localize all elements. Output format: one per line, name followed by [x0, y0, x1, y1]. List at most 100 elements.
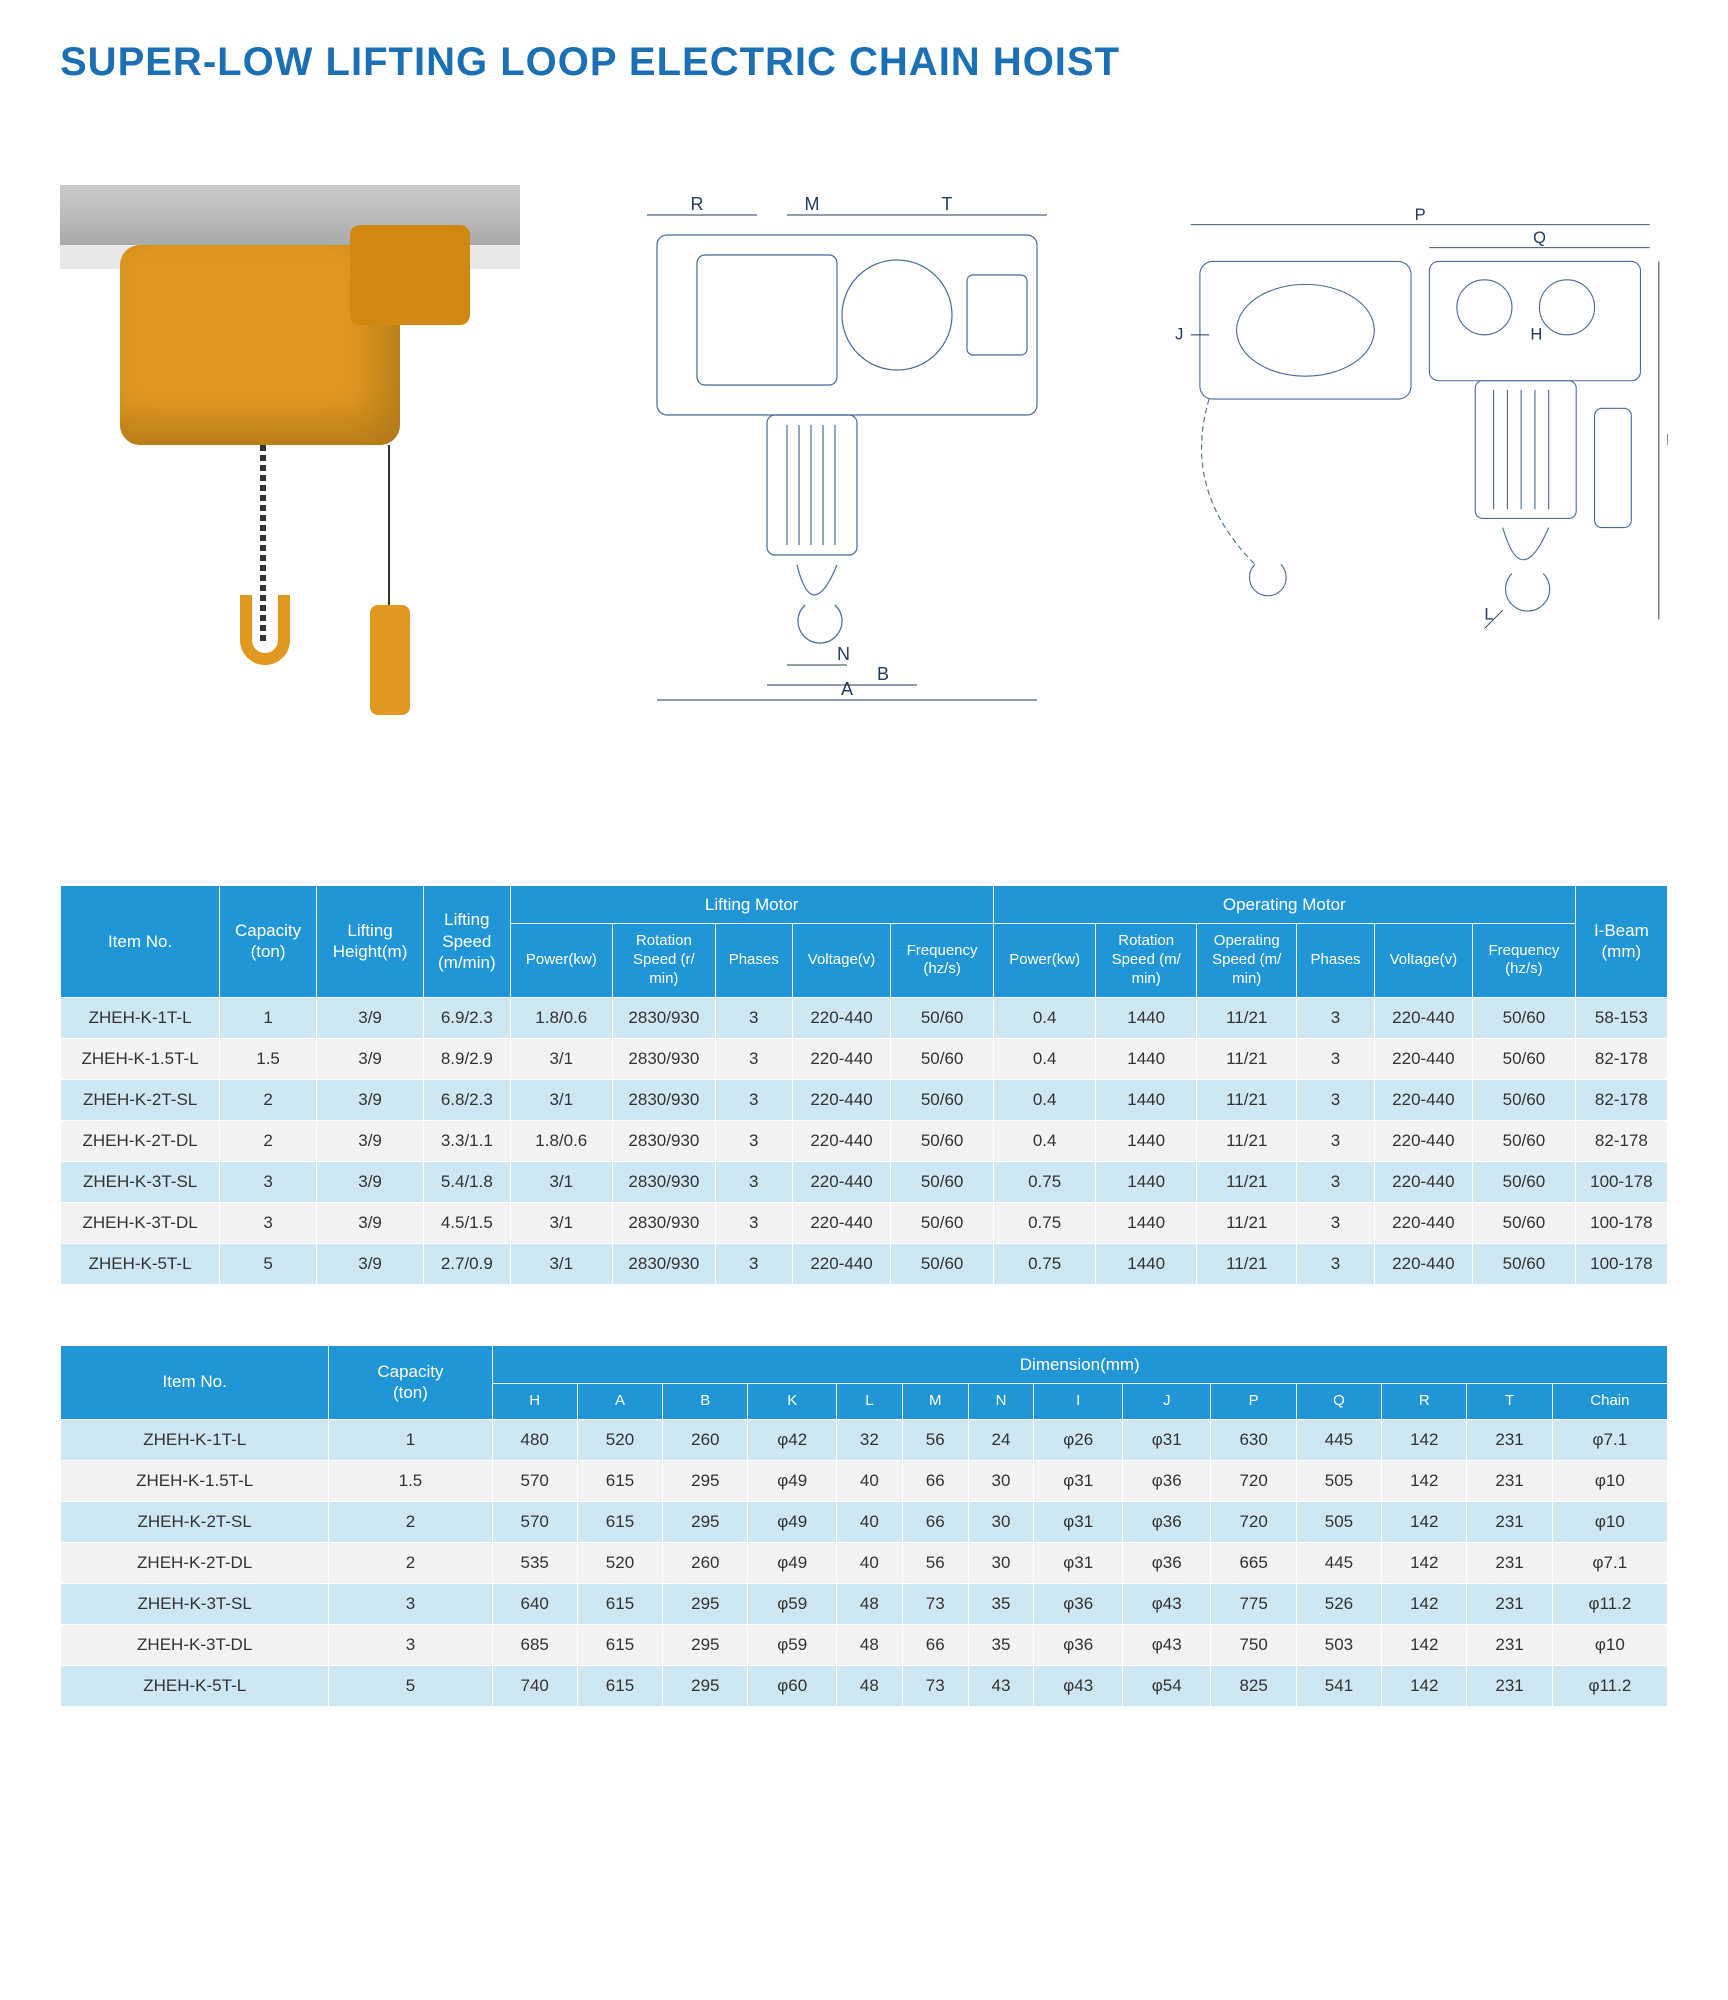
table-cell: φ43 — [1122, 1583, 1211, 1624]
table-row: ZHEH-K-5T-L5740615295φ60487343φ43φ548255… — [61, 1665, 1668, 1706]
col2-capacity: Capacity (ton) — [329, 1345, 492, 1419]
table-cell: 58-153 — [1575, 997, 1667, 1038]
table-cell: 541 — [1296, 1665, 1381, 1706]
sub-header: K — [748, 1383, 837, 1419]
table-cell: 3 — [715, 1202, 792, 1243]
table-cell: 220-440 — [1374, 1243, 1473, 1284]
table-cell: φ49 — [748, 1460, 837, 1501]
table-cell: φ11.2 — [1552, 1583, 1667, 1624]
table-cell: 1440 — [1096, 1079, 1197, 1120]
front-diagram: R M T N B A — [580, 185, 1094, 705]
sub-header: I — [1034, 1383, 1123, 1419]
table-cell: 445 — [1296, 1419, 1381, 1460]
table-cell: 11/21 — [1196, 1038, 1297, 1079]
table-cell: 82-178 — [1575, 1079, 1667, 1120]
table-cell: 50/60 — [1473, 1202, 1576, 1243]
table-cell: 11/21 — [1196, 1202, 1297, 1243]
images-row: R M T N B A P Q — [60, 185, 1668, 745]
table-cell: ZHEH-K-5T-L — [61, 1665, 329, 1706]
table-cell: 50/60 — [891, 1243, 994, 1284]
sub-header: Voltage(v) — [1374, 924, 1473, 997]
product-photo — [60, 185, 520, 745]
table-cell: 2830/930 — [613, 1079, 716, 1120]
table-cell: 231 — [1467, 1501, 1552, 1542]
table-cell: 3 — [715, 1243, 792, 1284]
table-cell: 3/1 — [510, 1161, 613, 1202]
table-cell: 615 — [577, 1624, 662, 1665]
table-cell: 3 — [329, 1583, 492, 1624]
table-cell: 231 — [1467, 1583, 1552, 1624]
table-cell: 40 — [836, 1460, 902, 1501]
table-cell: 2830/930 — [613, 997, 716, 1038]
table-cell: φ49 — [748, 1501, 837, 1542]
table-cell: 50/60 — [1473, 1161, 1576, 1202]
table-cell: 0.4 — [993, 1120, 1096, 1161]
table-cell: 220-440 — [792, 1161, 891, 1202]
table-cell: ZHEH-K-3T-DL — [61, 1202, 220, 1243]
table-cell: ZHEH-K-1T-L — [61, 997, 220, 1038]
table-cell: 231 — [1467, 1665, 1552, 1706]
table-cell: 3 — [715, 1120, 792, 1161]
table-cell: 11/21 — [1196, 1120, 1297, 1161]
table-cell: 220-440 — [792, 1243, 891, 1284]
table-cell: 35 — [968, 1624, 1034, 1665]
table-row: ZHEH-K-3T-SL3640615295φ59487335φ36φ43775… — [61, 1583, 1668, 1624]
table-cell: 2 — [220, 1079, 317, 1120]
table-row: ZHEH-K-1.5T-L1.53/98.9/2.93/12830/930322… — [61, 1038, 1668, 1079]
table-cell: 3/1 — [510, 1202, 613, 1243]
table-cell: φ31 — [1034, 1501, 1123, 1542]
dim-label-B: B — [877, 664, 889, 684]
table-cell: 0.75 — [993, 1161, 1096, 1202]
dim-label-R: R — [691, 194, 704, 214]
table-row: ZHEH-K-3T-SL33/95.4/1.83/12830/9303220-4… — [61, 1161, 1668, 1202]
table-cell: φ31 — [1034, 1460, 1123, 1501]
table-cell: 3 — [1297, 1202, 1374, 1243]
table-cell: 220-440 — [1374, 1120, 1473, 1161]
table-cell: 615 — [577, 1665, 662, 1706]
sub-header: P — [1211, 1383, 1296, 1419]
table-cell: 3 — [1297, 1243, 1374, 1284]
table-cell: 295 — [663, 1501, 748, 1542]
table-cell: ZHEH-K-2T-SL — [61, 1079, 220, 1120]
table-cell: 2 — [329, 1542, 492, 1583]
table-cell: 2 — [220, 1120, 317, 1161]
table-cell: 40 — [836, 1542, 902, 1583]
table-cell: 3 — [220, 1161, 317, 1202]
dim-label-J: H — [1530, 324, 1542, 343]
table-cell: φ36 — [1122, 1460, 1211, 1501]
table-cell: 11/21 — [1196, 1079, 1297, 1120]
table-cell: 50/60 — [891, 1038, 994, 1079]
table-cell: 50/60 — [891, 1120, 994, 1161]
table-cell: 220-440 — [792, 997, 891, 1038]
table-cell: 100-178 — [1575, 1202, 1667, 1243]
table-cell: ZHEH-K-2T-SL — [61, 1501, 329, 1542]
table-cell: 505 — [1296, 1460, 1381, 1501]
table-cell: 82-178 — [1575, 1120, 1667, 1161]
table-cell: 0.4 — [993, 1038, 1096, 1079]
table-cell: 82-178 — [1575, 1038, 1667, 1079]
table-cell: 220-440 — [1374, 1161, 1473, 1202]
table-cell: 142 — [1382, 1665, 1467, 1706]
table-cell: 3 — [1297, 997, 1374, 1038]
table-cell: 1.8/0.6 — [510, 1120, 613, 1161]
table-cell: 480 — [492, 1419, 577, 1460]
table-cell: 570 — [492, 1501, 577, 1542]
table-cell: 3 — [1297, 1079, 1374, 1120]
table-cell: 100-178 — [1575, 1161, 1667, 1202]
side-diagram: P Q J H K L — [1154, 185, 1668, 705]
table-cell: 685 — [492, 1624, 577, 1665]
table-cell: 220-440 — [1374, 997, 1473, 1038]
table-cell: φ42 — [748, 1419, 837, 1460]
table-cell: 3/1 — [510, 1243, 613, 1284]
table-cell: 56 — [902, 1419, 968, 1460]
table-cell: 50/60 — [891, 997, 994, 1038]
table-cell: 570 — [492, 1460, 577, 1501]
sub-header: Power(kw) — [510, 924, 613, 997]
table-cell: 3 — [715, 1038, 792, 1079]
table-cell: 142 — [1382, 1624, 1467, 1665]
col-item: Item No. — [61, 886, 220, 998]
sub-header: A — [577, 1383, 662, 1419]
dim-label-N: N — [837, 644, 850, 664]
table-cell: ZHEH-K-3T-SL — [61, 1161, 220, 1202]
table-cell: 231 — [1467, 1624, 1552, 1665]
